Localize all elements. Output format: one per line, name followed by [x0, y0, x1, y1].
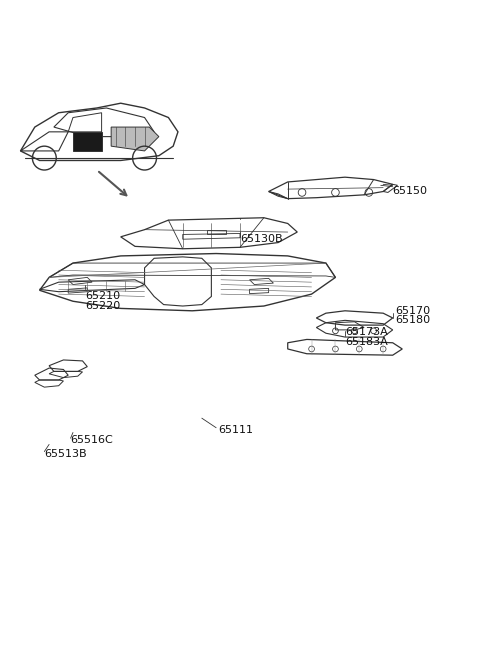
Text: 65150: 65150: [393, 187, 428, 196]
Text: 65183A: 65183A: [345, 337, 388, 346]
Text: 65180: 65180: [395, 315, 430, 326]
Text: 65516C: 65516C: [71, 435, 113, 445]
Polygon shape: [111, 127, 159, 151]
Text: 65130B: 65130B: [240, 234, 283, 244]
Text: 65111: 65111: [218, 425, 253, 435]
Text: 65170: 65170: [395, 306, 430, 316]
Text: 65210: 65210: [85, 291, 120, 301]
Text: 65173A: 65173A: [345, 328, 388, 337]
Text: 65220: 65220: [85, 301, 120, 311]
Polygon shape: [73, 132, 102, 151]
Text: 65513B: 65513B: [44, 449, 87, 459]
